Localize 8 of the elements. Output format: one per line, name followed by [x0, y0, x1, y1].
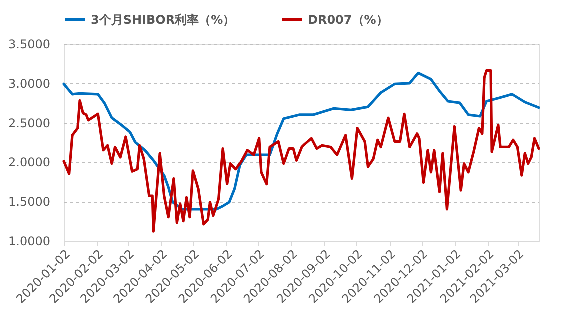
y-tick-label: 1.0000: [8, 234, 50, 248]
y-tick-label: 3.0000: [8, 76, 50, 91]
legend-label: 3个月SHIBOR利率（%）: [91, 12, 236, 27]
y-tick-label: 1.5000: [8, 195, 50, 210]
legend-label: DR007（%）: [308, 12, 388, 27]
y-tick-label: 3.5000: [8, 38, 50, 52]
y-tick-label: 2.0000: [8, 156, 50, 170]
y-tick-label: 2.5000: [8, 116, 50, 130]
